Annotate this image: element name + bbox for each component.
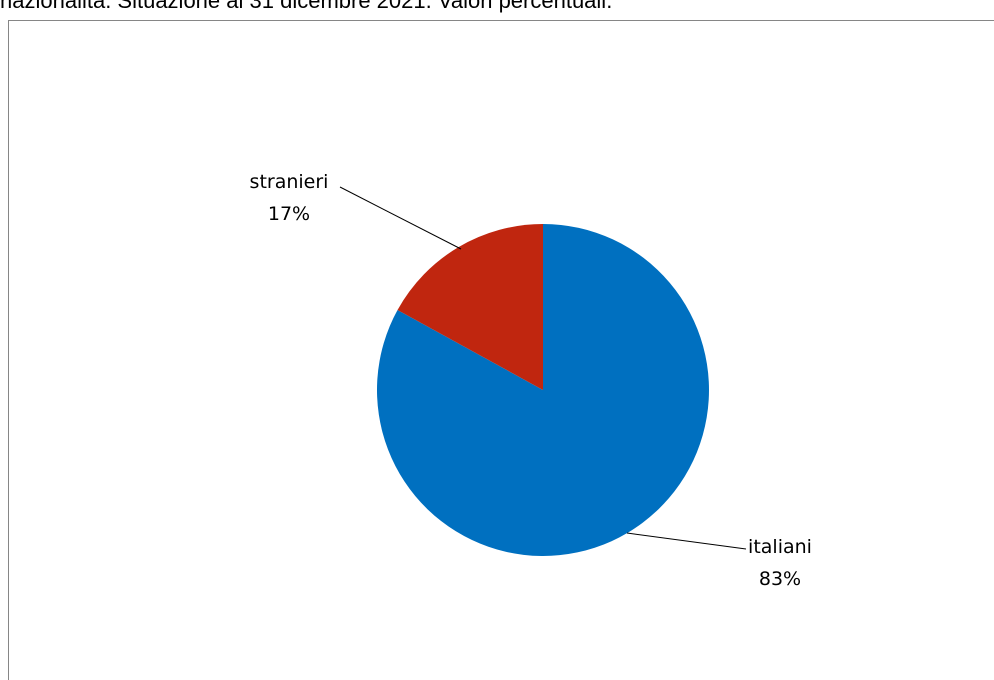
chart-frame (8, 20, 994, 680)
slice-name-label-stranieri: stranieri (250, 171, 329, 193)
slice-value-label-italiani: 83% (759, 568, 801, 590)
pie-chart: italiani 83% stranieri 17% (250, 171, 812, 590)
pie-slice-italiani (376, 224, 709, 556)
leader-line-italiani (626, 532, 747, 550)
chart-caption: nazionalità. Situazione al 31 dicembre 2… (0, 0, 613, 13)
slice-value-label-stranieri: 17% (268, 203, 310, 225)
pie-slice-stranieri (397, 224, 543, 390)
slice-name-label-italiani: italiani (748, 536, 812, 558)
leader-line-stranieri (339, 186, 462, 250)
